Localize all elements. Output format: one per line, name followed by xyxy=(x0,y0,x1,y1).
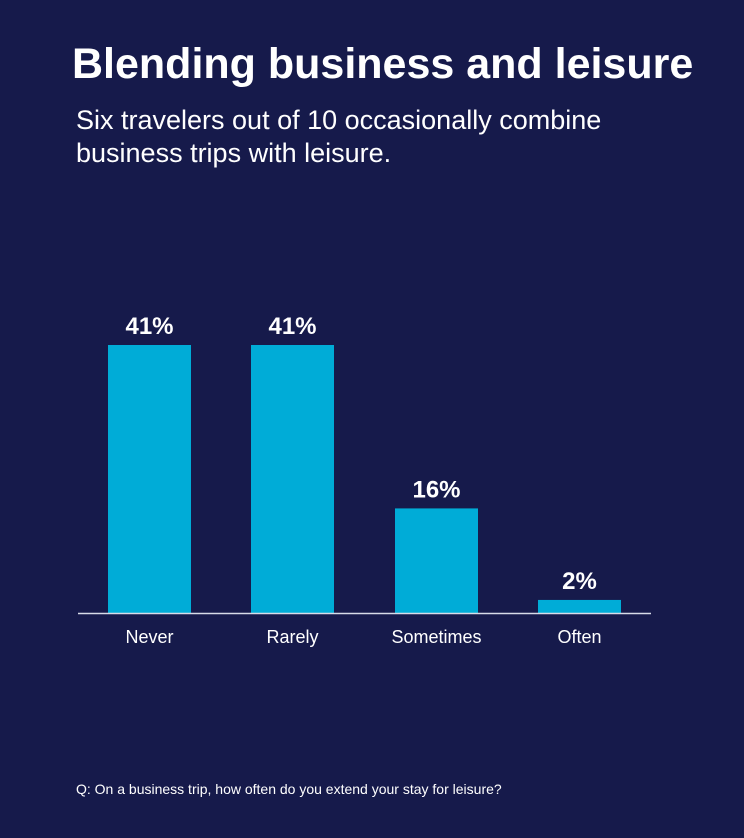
data-label: 41% xyxy=(268,313,316,340)
footnote: Q: On a business trip, how often do you … xyxy=(76,781,502,797)
x-tick-label: Often xyxy=(557,627,601,647)
data-label: 16% xyxy=(412,476,460,503)
chart-title: Blending business and leisure xyxy=(72,40,694,88)
bar-never xyxy=(108,345,191,613)
x-tick-label: Rarely xyxy=(266,627,318,647)
data-label: 41% xyxy=(125,313,173,340)
x-tick-label: Never xyxy=(125,627,173,647)
bar-chart: 41% Never 41% Rarely 16% Sometimes 2% Often xyxy=(78,313,651,647)
bar-sometimes xyxy=(395,508,478,613)
bar-rarely xyxy=(251,345,334,613)
bar-often xyxy=(538,599,621,613)
chart-subtitle: Six travelers out of 10 occasionally com… xyxy=(76,105,602,168)
x-tick-label: Sometimes xyxy=(391,627,481,647)
data-label: 2% xyxy=(562,568,597,595)
